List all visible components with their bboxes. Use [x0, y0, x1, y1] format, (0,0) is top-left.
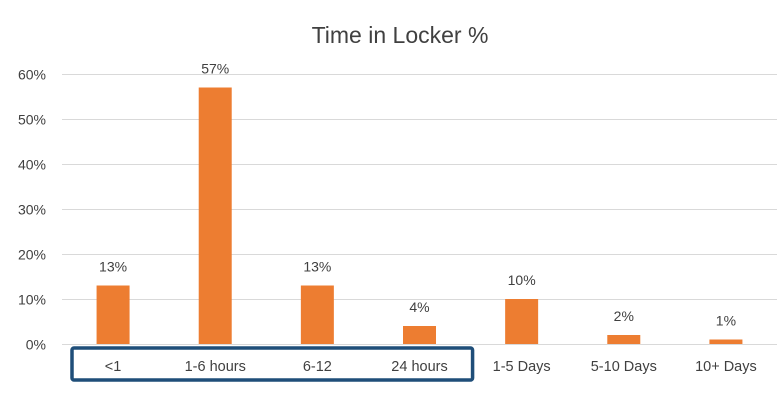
- y-tick-label: 30%: [18, 202, 46, 218]
- bars: [96, 87, 743, 344]
- x-tick-label: 5-10 Days: [591, 359, 657, 375]
- gridlines: [62, 74, 777, 345]
- data-label: 2%: [614, 308, 634, 324]
- bar: [403, 326, 436, 344]
- bar: [607, 335, 641, 344]
- data-label: 10%: [508, 272, 536, 288]
- bar: [505, 299, 539, 344]
- data-label: 57%: [201, 61, 229, 77]
- bar: [198, 87, 232, 344]
- y-tick-label: 50%: [18, 112, 46, 128]
- x-tick-label: 6-12: [303, 359, 332, 375]
- data-label: 4%: [409, 299, 429, 315]
- data-label: 1%: [716, 313, 736, 329]
- bar: [709, 339, 743, 344]
- highlight-box: [70, 346, 475, 382]
- x-tick-label: 1-5 Days: [493, 359, 551, 375]
- x-tick-label: 1-6 hours: [185, 359, 246, 375]
- y-axis-ticks: 0% 10% 20% 30% 40% 50% 60%: [18, 67, 46, 353]
- y-tick-label: 10%: [18, 292, 46, 308]
- bar: [300, 285, 334, 344]
- data-label: 13%: [303, 259, 331, 275]
- bar: [96, 285, 130, 344]
- x-tick-label: <1: [105, 359, 122, 375]
- y-tick-label: 20%: [18, 247, 46, 263]
- y-tick-label: 40%: [18, 157, 46, 173]
- x-axis-labels: <1 1-6 hours 6-12 24 hours 1-5 Days 5-10 Days…: [105, 359, 757, 375]
- y-tick-label: 60%: [18, 67, 46, 83]
- data-label: 13%: [99, 259, 127, 275]
- data-labels: 13% 57% 13% 4% 10% 2% 1%: [99, 61, 736, 329]
- x-tick-label: 10+ Days: [695, 359, 757, 375]
- chart-title: Time in Locker %: [312, 22, 489, 48]
- x-tick-label: 24 hours: [391, 359, 447, 375]
- y-tick-label: 0%: [26, 337, 46, 353]
